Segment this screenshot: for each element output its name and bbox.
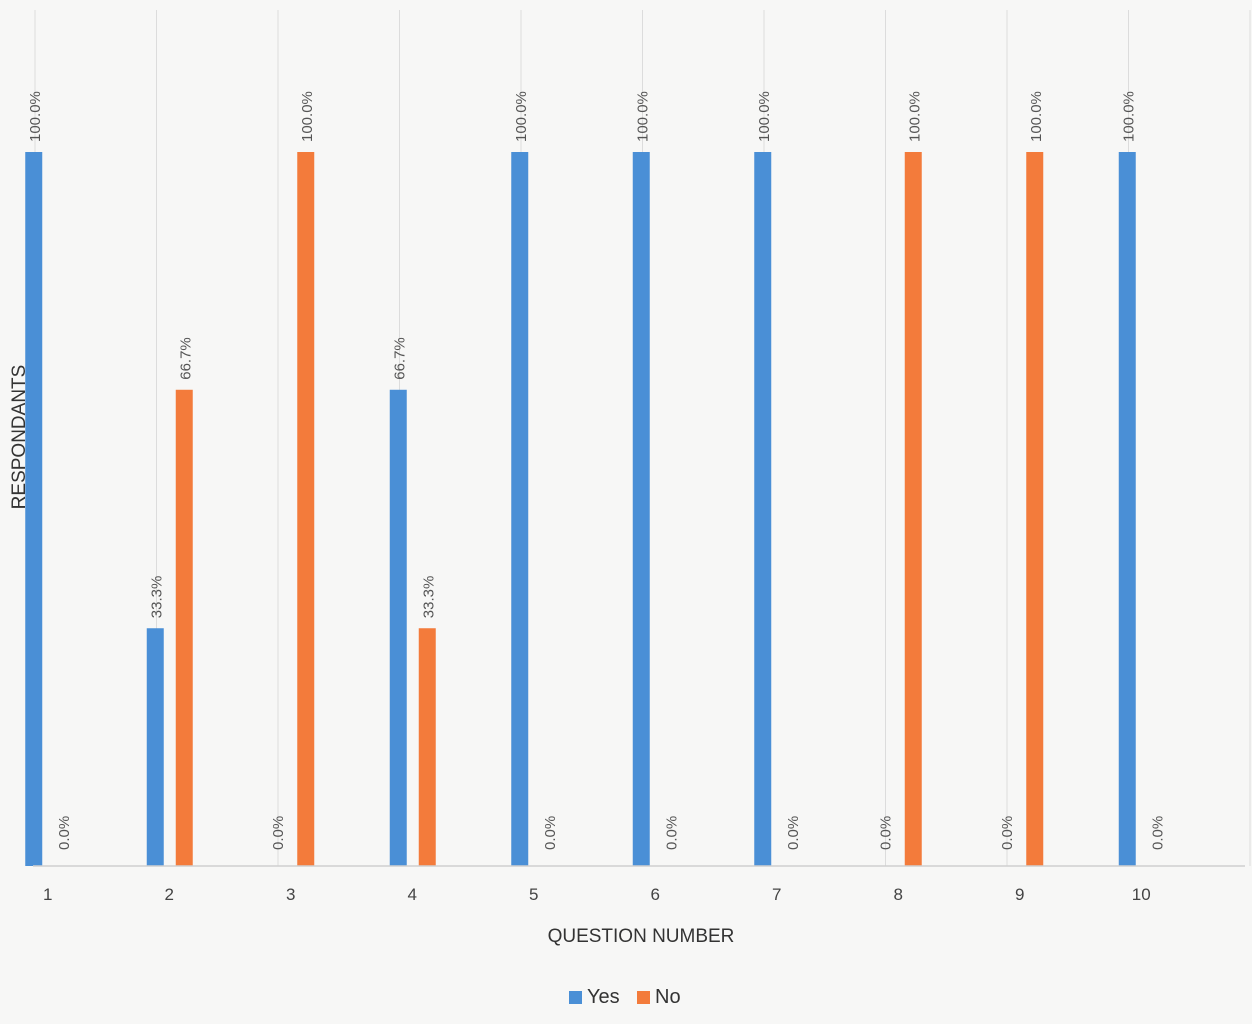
x-tick-labels: 1 2 3 4 5 6 7 8 9 10 bbox=[43, 885, 1151, 904]
bar-yes-q2 bbox=[146, 628, 164, 866]
data-label-no-q9: 100.0% bbox=[1028, 91, 1045, 142]
bar-yes-q6 bbox=[632, 152, 650, 866]
data-label-no-q2: 66.7% bbox=[177, 337, 194, 380]
legend-swatch-no bbox=[637, 991, 650, 1004]
x-tick-label: 9 bbox=[1015, 885, 1024, 904]
data-labels: 100.0% 33.3% 0.0% 66.7% 100.0% 100.0% 100.0% 0.… bbox=[27, 91, 1167, 850]
x-tick-label: 1 bbox=[43, 885, 52, 904]
data-label-yes-q10: 100.0% bbox=[1120, 91, 1137, 142]
data-label-no-q10: 0.0% bbox=[1149, 816, 1166, 850]
data-label-yes-q4: 66.7% bbox=[391, 337, 408, 380]
data-label-yes-q9: 0.0% bbox=[999, 816, 1016, 850]
data-label-no-q7: 0.0% bbox=[785, 816, 802, 850]
x-tick-label: 6 bbox=[651, 885, 660, 904]
bar-yes-q4 bbox=[389, 389, 407, 866]
data-label-yes-q7: 100.0% bbox=[756, 91, 773, 142]
data-label-yes-q2: 33.3% bbox=[148, 576, 165, 619]
bar-no-q9 bbox=[1026, 152, 1044, 866]
data-label-no-q5: 0.0% bbox=[542, 816, 559, 850]
data-label-no-q6: 0.0% bbox=[663, 816, 680, 850]
bars bbox=[25, 152, 1136, 866]
bar-yes-q5 bbox=[511, 152, 529, 866]
x-tick-label: 3 bbox=[286, 885, 295, 904]
bar-no-q3 bbox=[297, 152, 315, 866]
bar-yes-q7 bbox=[754, 152, 772, 866]
data-label-yes-q1: 100.0% bbox=[27, 91, 44, 142]
x-tick-label: 8 bbox=[894, 885, 903, 904]
x-tick-label: 7 bbox=[772, 885, 781, 904]
bar-no-q4 bbox=[418, 628, 436, 866]
data-label-no-q1: 0.0% bbox=[56, 816, 73, 850]
x-tick-label: 2 bbox=[165, 885, 174, 904]
data-label-no-q3: 100.0% bbox=[299, 91, 316, 142]
legend: Yes No bbox=[569, 986, 681, 1008]
y-axis-title: RESPONDANTS bbox=[9, 365, 30, 510]
x-axis-title: QUESTION NUMBER bbox=[548, 926, 735, 947]
legend-label-yes: Yes bbox=[587, 986, 620, 1008]
legend-swatch-yes bbox=[569, 991, 582, 1004]
legend-label-no: No bbox=[655, 986, 681, 1008]
x-tick-label: 4 bbox=[408, 885, 417, 904]
data-label-yes-q8: 0.0% bbox=[877, 816, 894, 850]
data-label-no-q4: 33.3% bbox=[420, 576, 437, 619]
data-label-yes-q6: 100.0% bbox=[634, 91, 651, 142]
bar-yes-q10 bbox=[1118, 152, 1136, 866]
x-tick-label: 10 bbox=[1132, 885, 1151, 904]
x-tick-label: 5 bbox=[529, 885, 538, 904]
data-label-no-q8: 100.0% bbox=[906, 91, 923, 142]
bar-no-q8 bbox=[904, 152, 922, 866]
data-label-yes-q5: 100.0% bbox=[513, 91, 530, 142]
data-label-yes-q3: 0.0% bbox=[270, 816, 287, 850]
bar-no-q2 bbox=[175, 389, 193, 866]
bar-yes-q1 bbox=[25, 152, 43, 866]
